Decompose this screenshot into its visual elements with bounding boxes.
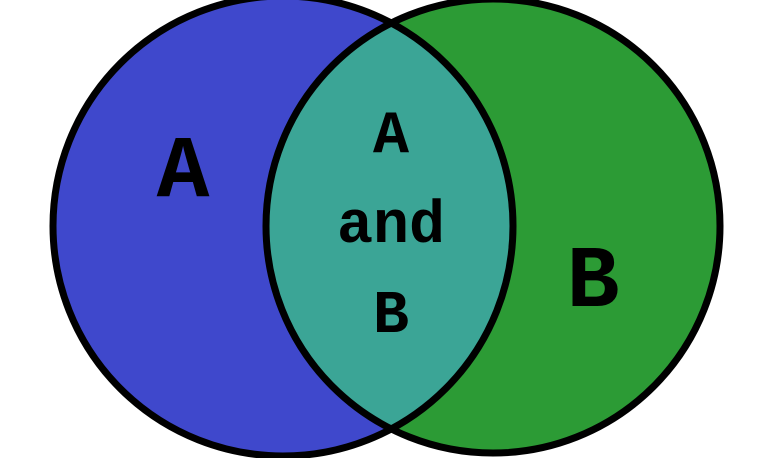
set-b-label: B: [567, 234, 620, 333]
intersection-label-line-3: B: [373, 283, 409, 351]
intersection-label-line-1: A: [373, 103, 409, 171]
intersection-region: [266, 0, 513, 453]
set-a-label: A: [157, 124, 210, 223]
set-b-outline: [262, 0, 724, 457]
set-a-outline: [49, 0, 517, 458]
intersection-label-line-2: and: [337, 193, 445, 261]
